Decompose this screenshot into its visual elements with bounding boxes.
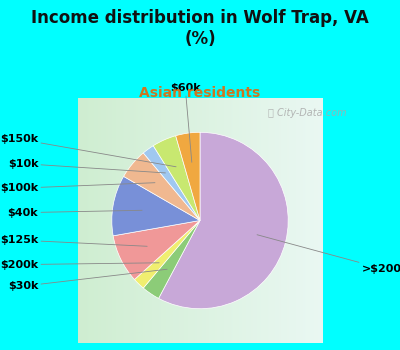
Wedge shape	[124, 153, 200, 220]
Text: $40k: $40k	[8, 208, 142, 218]
Wedge shape	[113, 220, 200, 280]
Wedge shape	[143, 220, 200, 299]
Text: $150k: $150k	[0, 134, 176, 167]
Wedge shape	[134, 220, 200, 288]
Text: >$200k: >$200k	[257, 235, 400, 274]
Text: $125k: $125k	[0, 235, 147, 246]
Wedge shape	[158, 132, 288, 309]
Text: $100k: $100k	[0, 183, 155, 193]
Text: ⓘ City-Data.com: ⓘ City-Data.com	[268, 108, 347, 118]
Text: $10k: $10k	[8, 159, 166, 173]
Wedge shape	[153, 136, 200, 220]
Text: $200k: $200k	[0, 260, 159, 270]
Wedge shape	[112, 176, 200, 236]
Text: Asian residents: Asian residents	[139, 86, 261, 100]
Text: $30k: $30k	[8, 269, 167, 291]
Text: Income distribution in Wolf Trap, VA
(%): Income distribution in Wolf Trap, VA (%)	[31, 9, 369, 48]
Wedge shape	[143, 146, 200, 220]
Text: $60k: $60k	[170, 83, 201, 162]
Wedge shape	[176, 132, 200, 220]
